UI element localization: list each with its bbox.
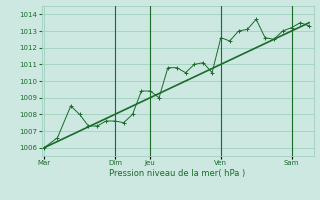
X-axis label: Pression niveau de la mer( hPa ): Pression niveau de la mer( hPa )	[109, 169, 246, 178]
